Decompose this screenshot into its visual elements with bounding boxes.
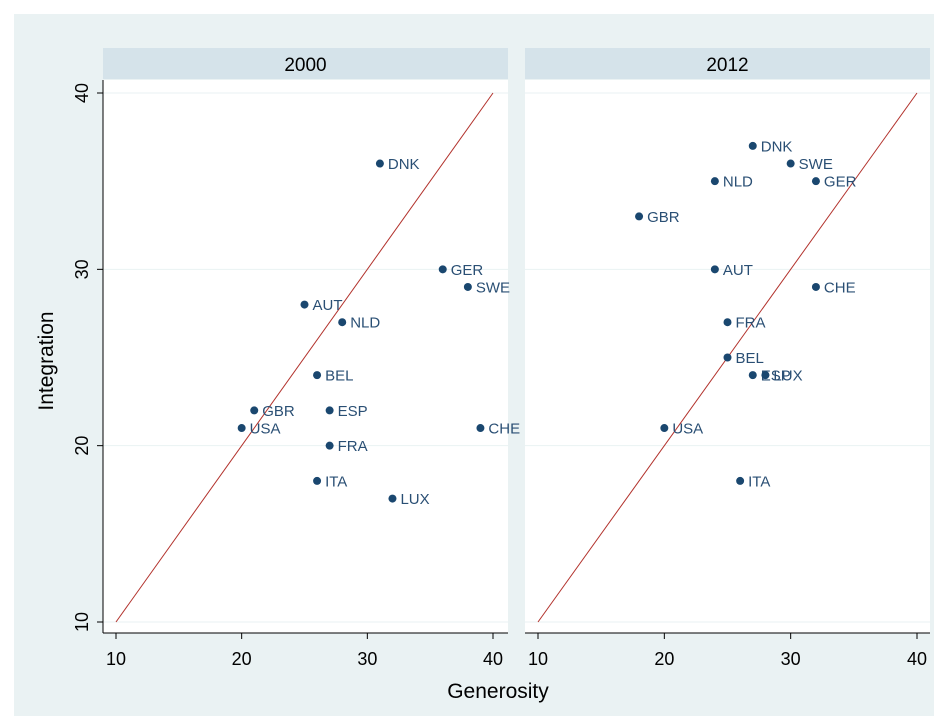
data-point <box>325 441 334 450</box>
data-point <box>338 318 347 327</box>
point-label: DNK <box>761 138 793 155</box>
x-tick-label: 20 <box>654 649 674 669</box>
point-label: LUX <box>773 368 802 385</box>
y-tick-label: 30 <box>72 259 92 279</box>
data-point <box>761 371 770 380</box>
point-label: SWE <box>799 156 833 173</box>
point-label: BEL <box>325 368 353 385</box>
x-axis-2012: 10 20 30 40 <box>525 632 930 669</box>
data-point <box>388 494 397 503</box>
y-axis: 10 20 30 40 <box>72 80 104 633</box>
data-point <box>325 406 334 415</box>
data-point <box>476 424 485 433</box>
data-point <box>635 212 644 221</box>
data-point <box>723 318 732 327</box>
point-label: USA <box>250 421 281 438</box>
x-tick-label: 10 <box>528 649 548 669</box>
point-label: LUX <box>400 491 429 508</box>
y-axis-title: Integration <box>35 311 58 410</box>
point-label: NLD <box>350 315 380 332</box>
point-label: AUT <box>723 262 753 279</box>
data-point <box>300 300 309 309</box>
data-point <box>313 476 322 485</box>
data-point <box>723 353 732 362</box>
point-label: CHE <box>488 421 520 438</box>
point-label: NLD <box>723 174 753 191</box>
x-tick-label: 30 <box>781 649 801 669</box>
point-label: GER <box>824 174 857 191</box>
data-point <box>748 141 757 150</box>
x-tick-label: 20 <box>232 649 252 669</box>
data-point <box>375 159 384 168</box>
point-label: GER <box>451 262 484 279</box>
data-point <box>786 159 795 168</box>
point-label: ITA <box>325 473 347 490</box>
point-label: ESP <box>338 403 368 420</box>
data-point <box>736 476 745 485</box>
data-point <box>237 424 246 433</box>
data-point <box>811 282 820 291</box>
reference-line <box>115 92 494 623</box>
point-label: DNK <box>388 156 420 173</box>
x-axis-2000: 10 20 30 40 <box>103 632 508 669</box>
data-point <box>463 282 472 291</box>
data-point <box>438 265 447 274</box>
data-point <box>250 406 259 415</box>
point-label: FRA <box>736 315 766 332</box>
data-point <box>660 424 669 433</box>
y-tick-label: 40 <box>72 83 92 103</box>
panel-header <box>525 48 930 79</box>
x-axis-title: Generosity <box>447 680 549 703</box>
x-tick-label: 30 <box>357 649 377 669</box>
data-point <box>710 177 719 186</box>
point-label: BEL <box>736 350 764 367</box>
point-label: GBR <box>647 209 680 226</box>
y-tick-label: 10 <box>72 612 92 632</box>
point-label: CHE <box>824 279 856 296</box>
panel-title: 2012 <box>706 55 748 76</box>
point-label: AUT <box>313 297 343 314</box>
point-label: SWE <box>476 279 510 296</box>
data-point <box>748 371 757 380</box>
data-point <box>313 371 322 380</box>
panel-header <box>103 48 508 79</box>
point-label: ITA <box>748 473 770 490</box>
point-label: ESP <box>761 368 791 385</box>
point-label: USA <box>672 421 703 438</box>
data-point <box>811 177 820 186</box>
x-tick-label: 40 <box>483 649 503 669</box>
y-tick-label: 20 <box>72 436 92 456</box>
panel-title: 2000 <box>284 55 326 76</box>
point-label: FRA <box>338 438 368 455</box>
x-tick-label: 40 <box>907 649 927 669</box>
x-tick-label: 10 <box>106 649 126 669</box>
data-point <box>710 265 719 274</box>
point-label: GBR <box>262 403 295 420</box>
